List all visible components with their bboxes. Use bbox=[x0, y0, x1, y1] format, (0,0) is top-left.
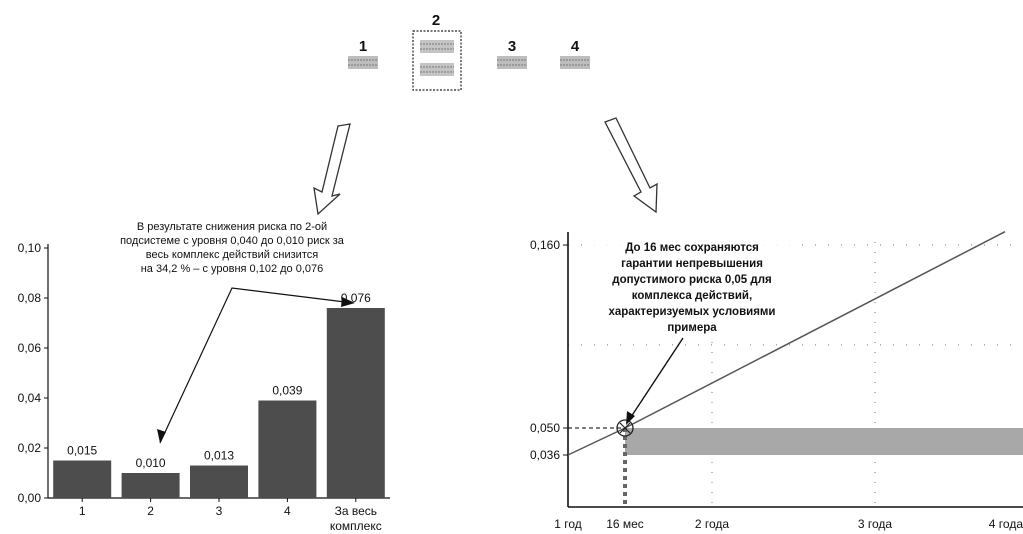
subsystem-4-block bbox=[560, 56, 590, 69]
safe-risk-band bbox=[625, 428, 1023, 455]
y-tick-label: 0,00 bbox=[18, 491, 42, 505]
annotation-line: весь комплекс действий снизится bbox=[146, 249, 318, 261]
subsystem-4-label: 4 bbox=[571, 38, 580, 55]
subsystem-2-block bbox=[420, 40, 454, 53]
y-tick-label: 0,02 bbox=[18, 441, 42, 455]
annotation-line: примера bbox=[667, 322, 717, 334]
x-tick-label: 2 года bbox=[695, 517, 730, 531]
x-tick-label: За весь bbox=[335, 504, 377, 518]
line-chart: 0,036 0,050 0,160 1 год 16 мес 2 года 3 года 4 … bbox=[530, 231, 1023, 531]
bar-data-label: 0,010 bbox=[136, 456, 166, 470]
annotation-line: комплекса действий, bbox=[632, 290, 752, 302]
callout-arrowhead bbox=[341, 297, 355, 307]
bar-data-label: 0,039 bbox=[272, 384, 302, 398]
x-tick-label: комплекс bbox=[330, 519, 382, 533]
right-hollow-arrow bbox=[604, 117, 658, 214]
subsystem-diagram: 1 2 3 4 bbox=[348, 12, 590, 91]
bar-chart-callout-arrows bbox=[157, 287, 355, 444]
x-tick-label: 4 года bbox=[989, 517, 1023, 531]
y-tick-label: 0,050 bbox=[530, 421, 560, 435]
y-tick-label: 0,08 bbox=[18, 291, 42, 305]
x-tick-label: 3 bbox=[216, 504, 223, 518]
x-tick-label: 1 bbox=[79, 504, 86, 518]
annotation-pointer bbox=[628, 337, 684, 421]
subsystem-1-block bbox=[348, 56, 378, 69]
bar-data-label: 0,015 bbox=[67, 444, 97, 458]
subsystem-1-label: 1 bbox=[359, 38, 367, 55]
line-chart-axes bbox=[567, 232, 1023, 508]
subsystem-3-block bbox=[497, 56, 527, 69]
x-tick-label: 4 bbox=[284, 504, 291, 518]
x-tick-label: 3 года bbox=[858, 517, 893, 531]
subsystem-2-highlight-frame bbox=[412, 30, 462, 91]
subsystem-2: 2 bbox=[412, 12, 462, 91]
line-chart-series bbox=[567, 231, 1006, 456]
callout-line bbox=[159, 287, 346, 444]
line-chart-band bbox=[568, 427, 1023, 507]
annotation-line: подсистеме с уровня 0,040 до 0,010 риск … bbox=[120, 235, 345, 247]
annotation-pointer-head bbox=[626, 411, 635, 425]
bar bbox=[53, 460, 112, 498]
bar bbox=[121, 473, 180, 498]
bar-chart-annotation: В результате снижения риска по 2-ой подс… bbox=[120, 221, 345, 275]
subsystem-2-label: 2 bbox=[432, 12, 440, 29]
subsystem-1: 1 bbox=[348, 38, 378, 69]
annotation-line: характеризуемых условиями bbox=[608, 306, 775, 318]
annotation-line: В результате снижения риска по 2-ой bbox=[137, 221, 327, 233]
subsystem-4: 4 bbox=[560, 38, 590, 69]
annotation-line: гарантии непревышения bbox=[621, 258, 763, 270]
x-tick-label: 16 мес bbox=[606, 517, 644, 531]
line-chart-tick-labels: 0,036 0,050 0,160 1 год 16 мес 2 года 3 года 4 … bbox=[530, 238, 1023, 531]
annotation-backdrop bbox=[585, 237, 798, 334]
annotation-line: допустимого риска 0,05 для bbox=[612, 274, 771, 286]
y-tick-label: 0,036 bbox=[530, 448, 560, 462]
line-chart-annotation: До 16 мес сохраняются гарантии непревыше… bbox=[585, 237, 798, 425]
bar-chart: В результате снижения риска по 2-ой подс… bbox=[18, 221, 390, 533]
subsystem-3: 3 bbox=[497, 38, 527, 69]
y-tick-label: 0,10 bbox=[18, 241, 42, 255]
annotation-line: на 34,2 % – с уровня 0,102 до 0,076 bbox=[141, 263, 324, 275]
line-chart-grid bbox=[568, 242, 1023, 507]
x-tick-label: 1 год bbox=[554, 517, 582, 531]
bar-data-label: 0,013 bbox=[204, 449, 234, 463]
y-tick-label: 0,04 bbox=[18, 391, 42, 405]
callout-arrowhead bbox=[157, 429, 166, 443]
bar bbox=[258, 400, 317, 498]
bar bbox=[190, 465, 248, 498]
left-hollow-arrow bbox=[313, 123, 351, 216]
annotation-line: До 16 мес сохраняются bbox=[625, 242, 759, 254]
bar bbox=[326, 308, 385, 498]
y-tick-label: 0,06 bbox=[18, 341, 42, 355]
bar-chart-bars bbox=[53, 308, 385, 498]
subsystem-3-label: 3 bbox=[508, 38, 516, 55]
subsystem-2-block bbox=[420, 63, 454, 76]
x-tick-label: 2 bbox=[147, 504, 154, 518]
threshold-crossing-marker bbox=[616, 419, 634, 437]
y-tick-label: 0,160 bbox=[530, 238, 560, 252]
threshold-crossing-cross bbox=[619, 422, 631, 434]
